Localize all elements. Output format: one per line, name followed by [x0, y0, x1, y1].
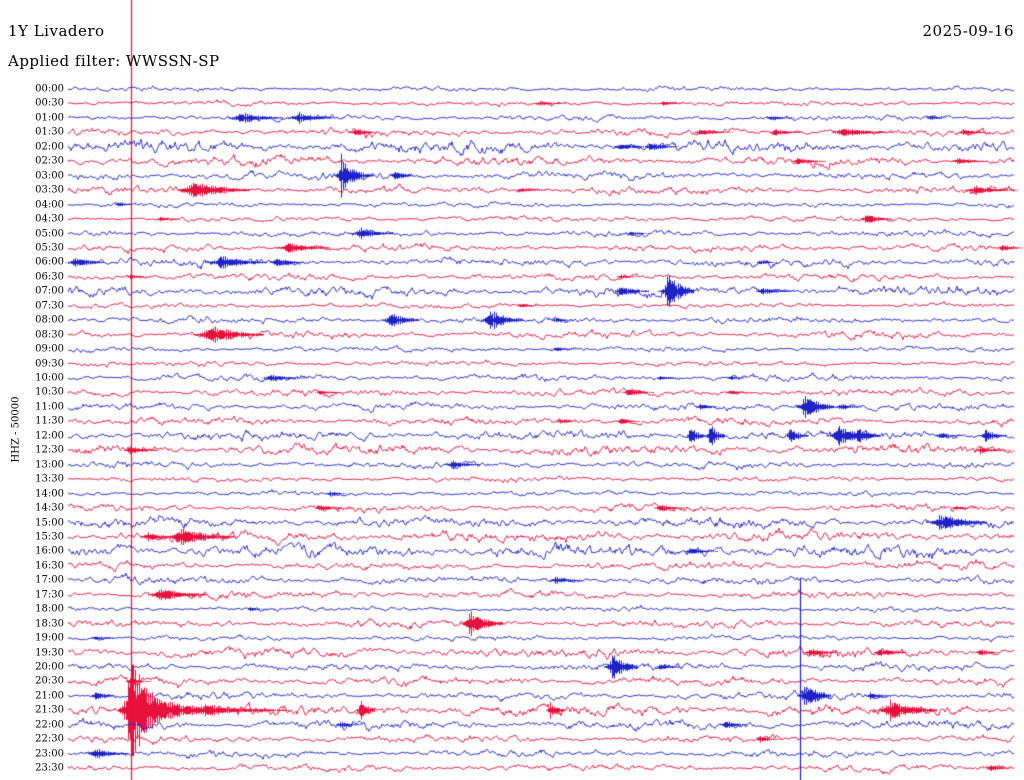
time-label-0100: 01:00 — [35, 112, 64, 124]
time-label-0530: 05:30 — [35, 242, 64, 254]
time-label-1800: 18:00 — [35, 603, 64, 615]
time-label-2030: 20:30 — [35, 675, 64, 687]
time-label-1330: 13:30 — [35, 473, 64, 485]
time-label-1000: 10:00 — [35, 372, 64, 384]
time-label-2100: 21:00 — [35, 690, 64, 702]
time-label-1300: 13:00 — [35, 459, 64, 471]
time-label-2230: 22:30 — [35, 733, 64, 745]
time-label-2330: 23:30 — [35, 762, 64, 774]
station-title: 1Y Livadero — [8, 22, 105, 40]
time-label-0830: 08:30 — [35, 329, 64, 341]
time-label-1130: 11:30 — [35, 415, 64, 427]
time-label-1600: 16:00 — [35, 545, 64, 557]
time-label-2000: 20:00 — [35, 661, 64, 673]
time-label-1430: 14:30 — [35, 502, 64, 514]
time-label-1400: 14:00 — [35, 488, 64, 500]
time-label-0930: 09:30 — [35, 358, 64, 370]
time-label-1830: 18:30 — [35, 618, 64, 630]
time-label-1930: 19:30 — [35, 647, 64, 659]
time-label-0630: 06:30 — [35, 271, 64, 283]
time-label-2300: 23:00 — [35, 748, 64, 760]
time-label-0000: 00:00 — [35, 83, 64, 95]
time-label-0330: 03:30 — [35, 184, 64, 196]
time-label-0600: 06:00 — [35, 256, 64, 268]
time-label-2130: 21:30 — [35, 704, 64, 716]
time-label-0700: 07:00 — [35, 285, 64, 297]
time-label-0400: 04:00 — [35, 199, 64, 211]
time-label-1030: 10:30 — [35, 386, 64, 398]
time-label-0430: 04:30 — [35, 213, 64, 225]
date-label: 2025-09-16 — [922, 22, 1014, 40]
time-label-1230: 12:30 — [35, 444, 64, 456]
filter-label: Applied filter: WWSSN-SP — [8, 52, 220, 70]
time-label-1200: 12:00 — [35, 430, 64, 442]
time-label-1700: 17:00 — [35, 574, 64, 586]
time-label-0800: 08:00 — [35, 314, 64, 326]
time-label-0730: 07:30 — [35, 300, 64, 312]
time-label-0300: 03:00 — [35, 170, 64, 182]
time-label-1630: 16:30 — [35, 560, 64, 572]
time-label-0900: 09:00 — [35, 343, 64, 355]
time-label-0200: 02:00 — [35, 141, 64, 153]
time-label-0500: 05:00 — [35, 228, 64, 239]
time-label-1730: 17:30 — [35, 589, 64, 601]
time-label-1500: 15:00 — [35, 517, 64, 528]
time-label-0230: 02:30 — [35, 155, 64, 167]
time-label-1530: 15:30 — [35, 531, 64, 543]
time-label-0030: 00:30 — [35, 97, 64, 109]
time-label-1100: 11:00 — [35, 401, 64, 413]
time-label-1900: 19:00 — [35, 632, 64, 644]
time-label-2200: 22:00 — [35, 719, 64, 731]
time-label-0130: 01:30 — [35, 126, 64, 138]
